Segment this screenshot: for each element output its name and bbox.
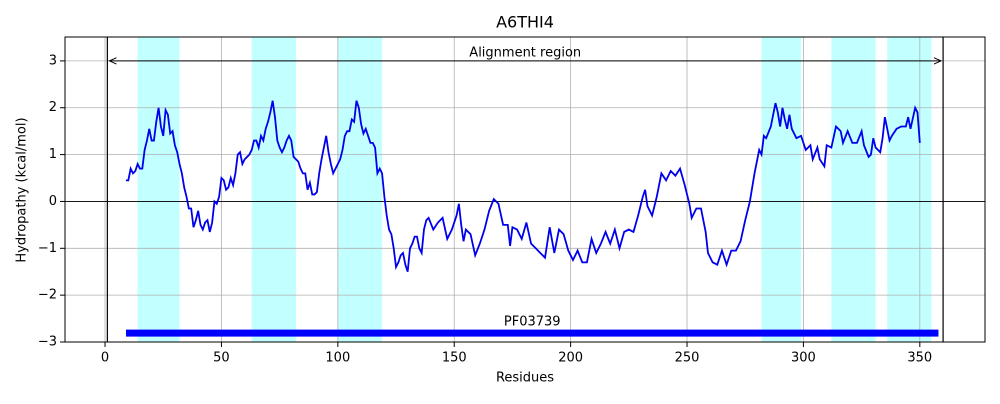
hydropathy-line — [125, 100, 921, 273]
highlight-region — [137, 37, 180, 342]
x-tick-label: 150 — [442, 351, 467, 366]
x-tick-label: 50 — [213, 351, 230, 366]
highlight-region — [337, 37, 383, 342]
y-axis-label: Hydropathy (kcal/mol) — [15, 117, 30, 262]
x-tick-label: 0 — [101, 351, 109, 366]
x-tick-label: 100 — [325, 351, 350, 366]
y-tick-label: −1 — [38, 241, 57, 256]
x-tick-label: 350 — [907, 351, 932, 366]
chart-title: A6THI4 — [496, 13, 554, 32]
x-tick-label: 200 — [558, 351, 583, 366]
y-tick-label: −3 — [38, 335, 57, 350]
highlight-region — [761, 37, 802, 342]
y-tick-label: 1 — [49, 147, 57, 162]
y-tick-label: 3 — [49, 53, 57, 68]
alignment-label: Alignment region — [469, 45, 581, 60]
domain-label: PF03739 — [504, 315, 561, 330]
y-tick-label: 0 — [49, 194, 57, 209]
y-tick-label: 2 — [49, 100, 57, 115]
x-tick-label: 300 — [791, 351, 816, 366]
x-axis-label: Residues — [496, 371, 554, 386]
domain-bar — [125, 329, 939, 337]
x-tick-label: 250 — [675, 351, 700, 366]
y-tick-label: −2 — [38, 288, 57, 303]
plot-frame — [64, 36, 986, 343]
highlight-region — [831, 37, 876, 342]
highlight-region — [887, 37, 932, 342]
highlight-region — [251, 37, 296, 342]
